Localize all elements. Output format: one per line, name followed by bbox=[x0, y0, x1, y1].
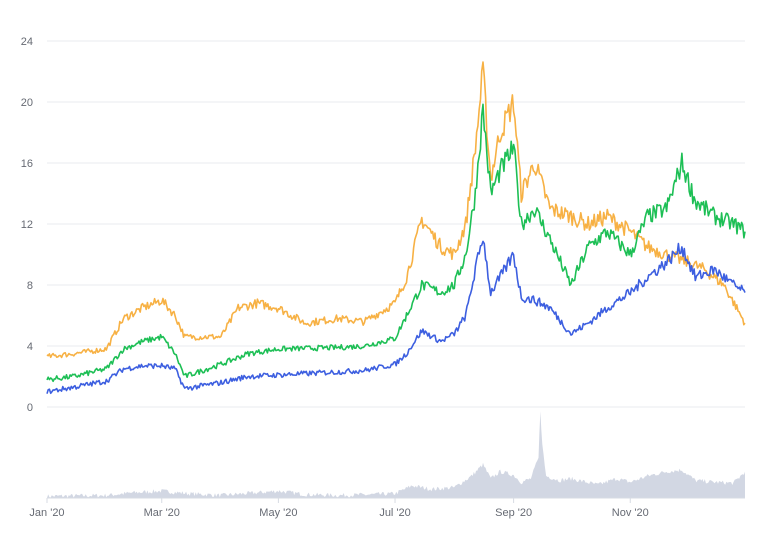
x-tick-label: Jan '20 bbox=[29, 507, 64, 519]
y-tick-label: 24 bbox=[21, 36, 33, 48]
y-tick-label: 16 bbox=[21, 158, 33, 170]
x-tick-label: Mar '20 bbox=[144, 507, 180, 519]
series-line bbox=[46, 61, 746, 359]
volume-area bbox=[47, 411, 745, 498]
y-tick-label: 12 bbox=[21, 219, 33, 231]
series-line bbox=[46, 103, 746, 383]
y-tick-label: 8 bbox=[27, 280, 33, 292]
x-tick-label: May '20 bbox=[259, 507, 297, 519]
x-tick-label: Jul '20 bbox=[379, 507, 410, 519]
x-axis: Jan '20 Mar '20 May '20 Jul '20 Sep '20 Nov '… bbox=[29, 497, 745, 519]
grid bbox=[47, 40, 745, 408]
x-tick-label: Sep '20 bbox=[495, 507, 532, 519]
volume-area-path bbox=[47, 411, 745, 498]
y-axis: 0 4 8 12 16 20 24 bbox=[21, 36, 33, 414]
y-tick-label: 0 bbox=[27, 402, 33, 414]
y-tick-label: 20 bbox=[21, 97, 33, 109]
x-tick-label: Nov '20 bbox=[612, 507, 649, 519]
series-lines bbox=[46, 61, 746, 395]
y-tick-label: 4 bbox=[27, 341, 33, 353]
series-line bbox=[46, 240, 746, 395]
